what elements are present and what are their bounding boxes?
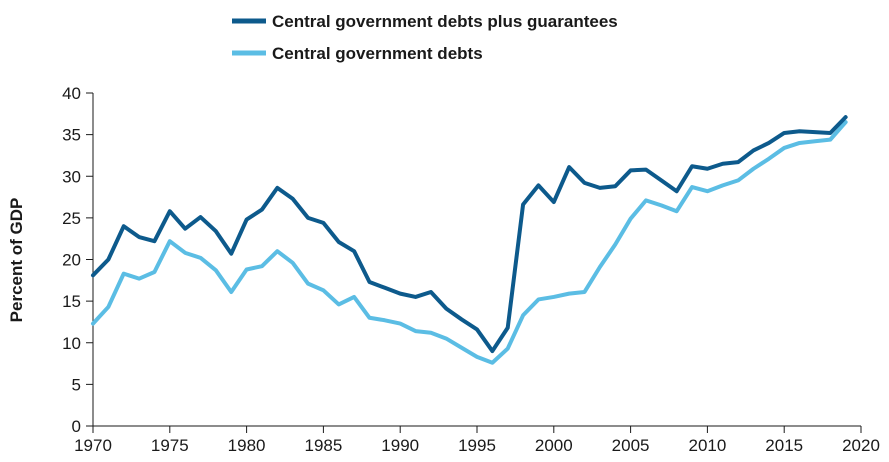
series-line-debts xyxy=(91,120,848,365)
y-tick-label: 20 xyxy=(62,251,81,270)
y-tick-label: 30 xyxy=(62,167,81,186)
y-tick-label: 40 xyxy=(62,84,81,103)
y-tick-label: 10 xyxy=(62,334,81,353)
axes xyxy=(92,93,861,427)
y-ticks: 0 5 10 15 20 25 30 35 40 xyxy=(62,84,93,436)
x-tick-label: 1980 xyxy=(228,436,266,455)
series-line-debts-plus-guarantees xyxy=(91,115,848,354)
x-tick-label: 1990 xyxy=(381,436,419,455)
x-tick-label: 2010 xyxy=(688,436,726,455)
legend-label-debts-plus-guarantees: Central government debts plus guarantees xyxy=(272,12,618,31)
legend-label-debts: Central government debts xyxy=(272,44,483,63)
x-tick-label: 1970 xyxy=(74,436,112,455)
x-tick-label: 1995 xyxy=(458,436,496,455)
x-ticks: 1970 1975 1980 1985 1990 1995 2000 2005 2010 2015… xyxy=(74,426,880,455)
legend: Central government debts plus guarantees… xyxy=(232,12,618,63)
series-lines xyxy=(91,115,848,365)
y-tick-label: 35 xyxy=(62,126,81,145)
x-tick-label: 2020 xyxy=(842,436,880,455)
x-tick-label: 2005 xyxy=(612,436,650,455)
y-tick-label: 25 xyxy=(62,209,81,228)
y-tick-label: 5 xyxy=(72,375,81,394)
x-tick-label: 2015 xyxy=(765,436,803,455)
x-tick-label: 1985 xyxy=(304,436,342,455)
y-axis-title: Percent of GDP xyxy=(7,198,26,323)
y-tick-label: 0 xyxy=(72,417,81,436)
y-tick-label: 15 xyxy=(62,292,81,311)
x-tick-label: 2000 xyxy=(535,436,573,455)
x-tick-label: 1975 xyxy=(151,436,189,455)
